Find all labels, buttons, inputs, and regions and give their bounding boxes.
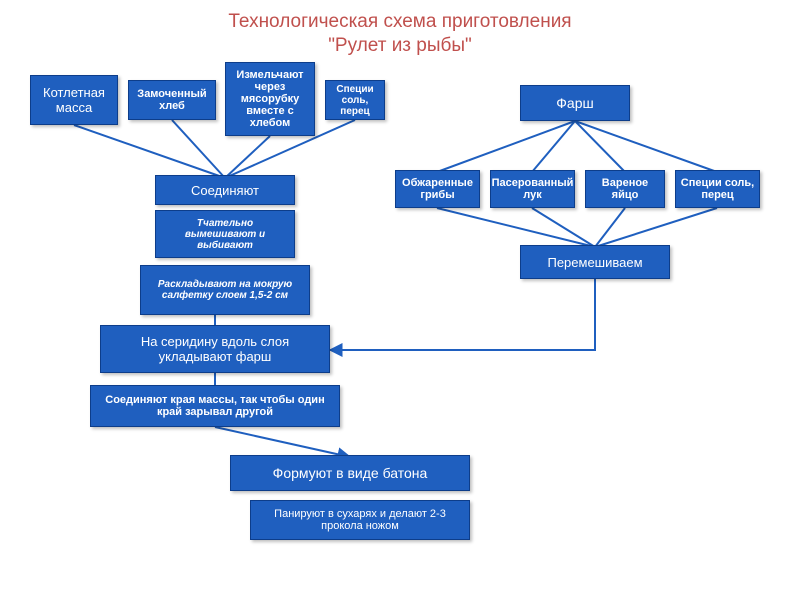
node-n7: Обжаренные грибы <box>395 170 480 208</box>
node-n2: Замоченный хлеб <box>128 80 216 120</box>
edge-8 <box>437 208 595 247</box>
node-n14: На серидину вдоль слоя укладывают фарш <box>100 325 330 373</box>
edge-14 <box>215 427 350 457</box>
node-n10: Специи соль, перец <box>675 170 760 208</box>
title-line1: Технологическая схема приготовления <box>0 10 800 34</box>
edge-1 <box>172 120 225 178</box>
edge-9 <box>532 208 595 247</box>
node-n5: Фарш <box>520 85 630 121</box>
node-n12: Раскладывают на мокрую салфетку слоем 1,… <box>140 265 310 315</box>
edge-10 <box>595 208 625 247</box>
node-n9: Вареное яйцо <box>585 170 665 208</box>
edge-4 <box>437 121 575 172</box>
title-line2: "Рулет из рыбы" <box>0 34 800 58</box>
node-n11: Тчательно вымешивают и выбивают <box>155 210 295 258</box>
edge-0 <box>74 125 225 178</box>
node-n3: Измельчают через мясорубку вместе с хлеб… <box>225 62 315 136</box>
node-n13: Перемешиваем <box>520 245 670 279</box>
edge-6 <box>575 121 625 172</box>
diagram-title: Технологическая схема приготовления "Рул… <box>0 0 800 58</box>
edge-11 <box>595 208 717 247</box>
node-n4: Специи соль, перец <box>325 80 385 120</box>
node-n15: Соединяют края массы, так чтобы один кра… <box>90 385 340 427</box>
edge-2 <box>225 136 270 178</box>
node-n1: Котлетная масса <box>30 75 118 125</box>
node-n17: Панируют в сухарях и делают 2-3 прокола … <box>250 500 470 540</box>
edge-15 <box>330 279 595 350</box>
edge-5 <box>532 121 575 172</box>
node-n16: Формуют в виде батона <box>230 455 470 491</box>
edge-7 <box>575 121 717 172</box>
node-n6: Соединяют <box>155 175 295 205</box>
node-n8: Пасерованный лук <box>490 170 575 208</box>
